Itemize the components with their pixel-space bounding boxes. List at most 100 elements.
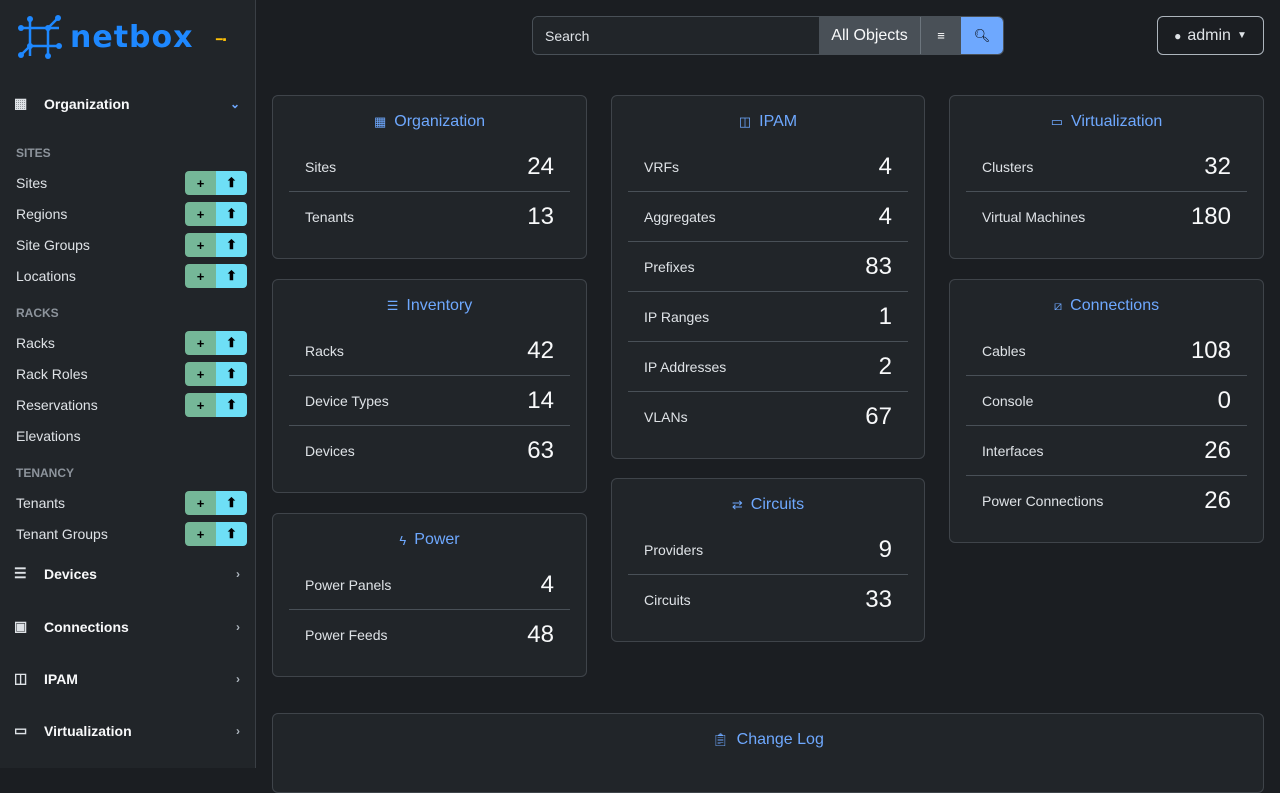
caret-down-icon: ▼	[1236, 30, 1247, 41]
sidebar-item-site-groups[interactable]: Site Groups + ⬆	[16, 233, 247, 257]
sidebar-item-rack-roles[interactable]: Rack Roles + ⬆	[16, 362, 247, 386]
stat-count: 67	[865, 403, 892, 430]
add-button[interactable]: +	[185, 362, 216, 386]
stat-label[interactable]: Device Types	[305, 392, 389, 409]
stat-label[interactable]: Devices	[305, 443, 355, 459]
section-sites: SITES	[16, 146, 51, 160]
stat-label[interactable]: VLANs	[644, 409, 688, 425]
stat-row[interactable]: Sites 24	[289, 142, 570, 192]
chevron-right-icon: ›	[236, 620, 240, 634]
add-button[interactable]: +	[185, 264, 216, 288]
stat-row[interactable]: VRFs 4	[628, 142, 908, 192]
stat-row[interactable]: Clusters 32	[966, 142, 1247, 192]
cable-icon: ⧄	[1053, 298, 1063, 313]
stat-label[interactable]: Interfaces	[982, 442, 1044, 459]
user-menu-button[interactable]: ● admin ▼	[1157, 16, 1264, 55]
item-label: Elevations	[16, 428, 81, 444]
stat-label[interactable]: Prefixes	[644, 258, 695, 275]
monitor-icon: ▭	[1050, 114, 1063, 129]
stat-label[interactable]: Tenants	[305, 209, 355, 225]
add-button[interactable]: +	[185, 202, 216, 226]
sidebar-item-regions[interactable]: Regions + ⬆	[16, 202, 247, 226]
stat-row[interactable]: VLANs 67	[628, 392, 908, 442]
stat-row[interactable]: Console 0	[966, 376, 1247, 426]
import-button[interactable]: ⬆	[216, 393, 247, 417]
pin-sidebar-icon[interactable]: ━▪	[216, 34, 227, 46]
add-button[interactable]: +	[185, 491, 216, 515]
stat-row[interactable]: Power Panels 4	[289, 560, 570, 610]
stat-label[interactable]: VRFs	[644, 158, 679, 175]
stat-row[interactable]: Interfaces 26	[966, 426, 1247, 476]
stat-label[interactable]: IP Addresses	[644, 358, 727, 375]
import-button[interactable]: ⬆	[216, 171, 247, 195]
filter-button[interactable]: ≡	[921, 17, 961, 54]
import-button[interactable]: ⬆	[216, 264, 247, 288]
stat-label[interactable]: Sites	[305, 158, 337, 175]
search-button[interactable]: 🔍︎	[961, 17, 1003, 54]
stat-label[interactable]: Power Panels	[305, 576, 392, 593]
stat-count: 26	[1204, 487, 1231, 514]
item-label: Locations	[16, 268, 76, 284]
menu-virtualization[interactable]: ▭ Virtualization ›	[14, 722, 240, 740]
import-button[interactable]: ⬆	[216, 331, 247, 355]
sidebar-item-tenants[interactable]: Tenants + ⬆	[16, 491, 247, 515]
sidebar-item-reservations[interactable]: Reservations + ⬆	[16, 393, 247, 417]
stat-row[interactable]: IP Ranges 1	[628, 292, 908, 342]
add-button[interactable]: +	[185, 522, 216, 546]
stat-row[interactable]: IP Addresses 2	[628, 342, 908, 392]
stat-row[interactable]: Circuits 33	[628, 575, 908, 625]
stat-row[interactable]: Tenants 13	[289, 192, 570, 242]
import-button[interactable]: ⬆	[216, 233, 247, 257]
sidebar-item-sites[interactable]: Sites + ⬆	[16, 171, 247, 195]
stat-row[interactable]: Device Types 14	[289, 376, 570, 426]
stat-row[interactable]: Virtual Machines 180	[966, 192, 1247, 242]
lightning-icon: ϟ	[399, 532, 407, 548]
item-label: Regions	[16, 206, 68, 222]
import-button[interactable]: ⬆	[216, 362, 247, 386]
stat-label[interactable]: IP Ranges	[644, 308, 710, 325]
sidebar-item-elevations[interactable]: Elevations	[16, 424, 247, 448]
item-label: Tenant Groups	[16, 526, 108, 542]
add-button[interactable]: +	[185, 393, 216, 417]
add-button[interactable]: +	[185, 171, 216, 195]
menu-label: Connections	[44, 619, 129, 635]
stat-label[interactable]: Power Connections	[982, 493, 1104, 509]
stat-row[interactable]: Racks 42	[289, 326, 570, 376]
stat-row[interactable]: Devices 63	[289, 426, 570, 476]
stat-label[interactable]: Cables	[982, 342, 1026, 359]
stat-label[interactable]: Console	[982, 392, 1034, 409]
stat-row[interactable]: Cables 108	[966, 326, 1247, 376]
card-organization: ▦ Organization Sites 24 Tenants 13	[272, 95, 587, 259]
stat-label[interactable]: Power Feeds	[305, 627, 388, 643]
import-button[interactable]: ⬆	[216, 491, 247, 515]
stat-row[interactable]: Aggregates 4	[628, 192, 908, 242]
menu-devices[interactable]: ☰ Devices ›	[14, 565, 240, 583]
stat-count: 180	[1190, 203, 1231, 230]
import-button[interactable]: ⬆	[216, 202, 247, 226]
stat-row[interactable]: Providers 9	[628, 525, 908, 575]
stat-label[interactable]: Virtual Machines	[982, 209, 1086, 225]
stat-label[interactable]: Circuits	[644, 592, 691, 608]
menu-connections[interactable]: ▣ Connections ›	[14, 618, 240, 636]
search-input[interactable]: Search	[533, 17, 819, 54]
stat-count: 1	[878, 302, 892, 330]
add-button[interactable]: +	[185, 331, 216, 355]
stat-label[interactable]: Racks	[305, 342, 344, 359]
add-button[interactable]: +	[185, 233, 216, 257]
stat-label[interactable]: Clusters	[982, 158, 1034, 175]
menu-ipam[interactable]: ◫ IPAM ›	[14, 670, 240, 688]
sidebar-item-racks[interactable]: Racks + ⬆	[16, 331, 247, 355]
sidebar: netbox ━▪ ▦ Organization ⌄ SITES Sites + ⬆…	[0, 0, 256, 768]
menu-organization[interactable]: ▦ Organization ⌄	[14, 95, 240, 113]
netbox-logo[interactable]: netbox	[16, 14, 193, 60]
monitor-icon: ▭	[14, 722, 28, 738]
stat-label[interactable]: Aggregates	[644, 208, 716, 225]
search-scope-select[interactable]: All Objects	[819, 17, 921, 54]
stat-row[interactable]: Power Feeds 48	[289, 610, 570, 660]
stat-row[interactable]: Power Connections 26	[966, 476, 1247, 526]
stat-row[interactable]: Prefixes 83	[628, 242, 908, 292]
import-button[interactable]: ⬆	[216, 522, 247, 546]
sidebar-item-tenant-groups[interactable]: Tenant Groups + ⬆	[16, 522, 247, 546]
stat-label[interactable]: Providers	[644, 541, 704, 558]
sidebar-item-locations[interactable]: Locations + ⬆	[16, 264, 247, 288]
